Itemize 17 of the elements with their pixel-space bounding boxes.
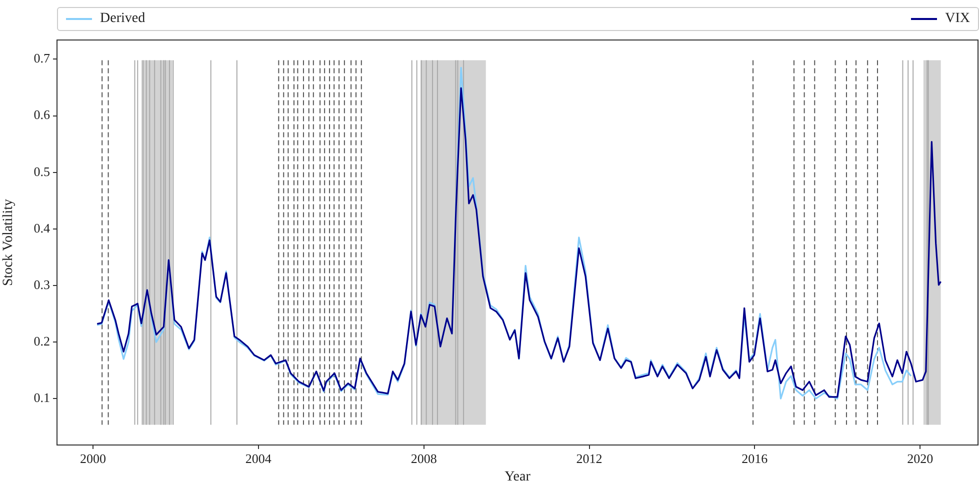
legend-label: Derived	[100, 11, 146, 27]
y-tick-label: 0.3	[34, 276, 50, 292]
x-tick-label: 2016	[742, 451, 768, 466]
y-axis-title: Stock Volatility	[1, 199, 16, 286]
y-tick-label: 0.5	[34, 164, 50, 179]
x-tick-label: 2012	[576, 451, 602, 466]
y-tick-label: 0.4	[34, 220, 50, 236]
y-tick-label: 0.6	[34, 107, 50, 122]
y-tick-label: 0.7	[34, 50, 50, 66]
x-tick-label: 2000	[80, 451, 106, 466]
y-tick-label: 0.1	[34, 390, 50, 406]
y-tick-label: 0.2	[34, 333, 50, 348]
x-tick-label: 2004	[245, 451, 272, 466]
legend-label: VIX	[945, 11, 970, 27]
x-axis-title: Year	[504, 469, 531, 484]
x-tick-label: 2008	[410, 451, 437, 466]
x-tick-label: 2020	[907, 451, 934, 466]
